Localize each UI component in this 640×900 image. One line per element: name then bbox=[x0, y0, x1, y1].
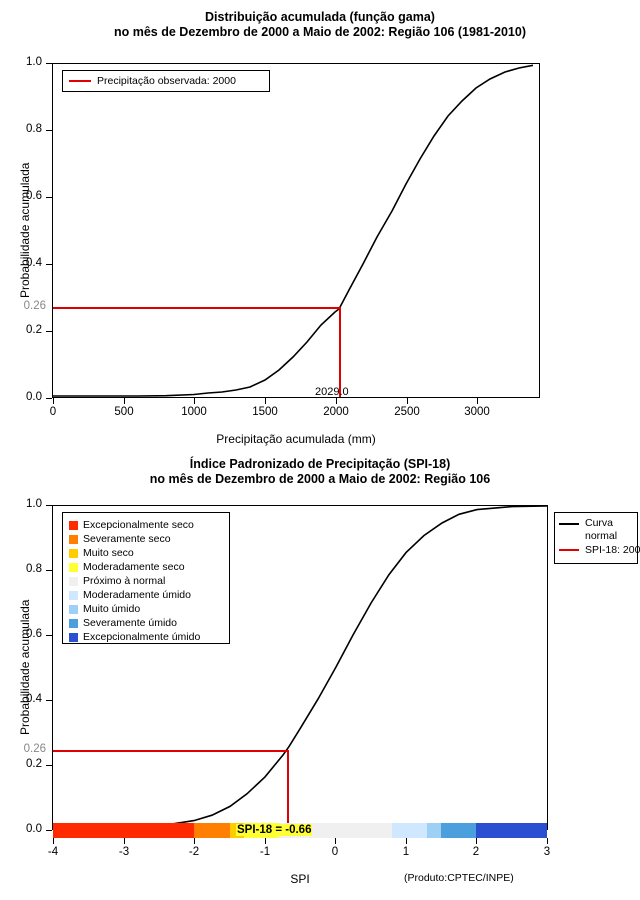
category-color-swatch bbox=[69, 520, 78, 530]
top-xtick-4: 2000 bbox=[323, 406, 349, 418]
category-label: Severamente seco bbox=[83, 532, 171, 545]
legend-item: Severamente úmido bbox=[69, 616, 229, 630]
top-ytick-0: 0.0 bbox=[26, 391, 42, 403]
bottom-ytick-3: 0.6 bbox=[26, 628, 42, 640]
band-excepcionalmente-seco bbox=[53, 823, 194, 838]
top-marker-vertical-line bbox=[339, 307, 341, 397]
spi-category-legend: Excepcionalmente seco Severamente seco M… bbox=[62, 512, 230, 644]
category-label: Excepcionalmente seco bbox=[83, 518, 194, 531]
top-yaxis-label: Probabilidade acumulada bbox=[18, 162, 32, 298]
bottom-yaxis-label: Probabilidade acumulada bbox=[18, 599, 32, 735]
bottom-xtick-6: 2 bbox=[472, 846, 480, 858]
bottom-ytick-1: 0.2 bbox=[26, 758, 42, 770]
category-label: Moderadamente úmido bbox=[83, 588, 191, 601]
bottom-marker-prob-label: 0.26 bbox=[23, 743, 46, 755]
top-marker-prob-label: 0.26 bbox=[23, 300, 46, 312]
top-xtick-5: 2500 bbox=[394, 406, 420, 418]
curve-legend-label-line1: Curva bbox=[585, 517, 614, 529]
legend-item: Próximo à normal bbox=[69, 574, 229, 588]
bottom-chart-title-line1: Índice Padronizado de Precipitação (SPI-… bbox=[189, 457, 451, 471]
top-ytick-1: 0.2 bbox=[26, 324, 42, 336]
category-color-swatch bbox=[69, 548, 78, 558]
top-marker-horizontal-line bbox=[53, 307, 339, 309]
top-xaxis-label: Precipitação acumulada (mm) bbox=[216, 432, 376, 446]
bottom-ytick-0: 0.0 bbox=[26, 823, 42, 835]
legend-item-cont: normal bbox=[559, 530, 637, 543]
bottom-xaxis-label: SPI bbox=[290, 872, 310, 886]
category-color-swatch bbox=[69, 562, 78, 572]
top-xtick-0: 0 bbox=[49, 406, 57, 418]
top-chart-panel: Distribuição acumulada (função gama) no … bbox=[0, 8, 640, 448]
band-excepcionalmente-umido bbox=[476, 823, 547, 838]
product-credit: (Produto:CPTEC/INPE) bbox=[404, 872, 514, 884]
legend-item: Muito úmido bbox=[69, 602, 229, 616]
bottom-chart-panel: Índice Padronizado de Precipitação (SPI-… bbox=[0, 455, 640, 900]
curve-legend-label-line2: normal bbox=[585, 530, 618, 542]
legend-item: Severamente seco bbox=[69, 532, 229, 546]
bottom-marker-vertical-line bbox=[287, 750, 289, 830]
top-ytick-2: 0.4 bbox=[26, 257, 42, 269]
spi-value-label: SPI-18 = -0.66 bbox=[236, 824, 313, 836]
bottom-xtick-3: -1 bbox=[259, 846, 271, 858]
normal-cdf-svg bbox=[53, 506, 547, 829]
bottom-xtick-0: -4 bbox=[47, 846, 59, 858]
observed-precip-line-icon bbox=[69, 80, 91, 82]
top-chart-title: Distribuição acumulada (função gama) no … bbox=[0, 10, 640, 40]
category-color-swatch bbox=[69, 632, 78, 642]
legend-item: Excepcionalmente úmido bbox=[69, 630, 229, 644]
spi-line-icon bbox=[559, 549, 579, 551]
top-xtick-6: 3000 bbox=[464, 406, 490, 418]
category-label: Muito úmido bbox=[83, 602, 141, 615]
top-plot-area bbox=[52, 63, 540, 398]
bottom-xtick-5: 1 bbox=[402, 846, 410, 858]
curve-legend-spi-label: SPI-18: 2000 bbox=[585, 543, 640, 556]
legend-item: SPI-18: 2000 bbox=[559, 543, 640, 557]
category-color-swatch bbox=[69, 618, 78, 628]
top-curve-svg bbox=[53, 64, 534, 397]
category-label: Próximo à normal bbox=[83, 574, 166, 587]
legend-item: Curva bbox=[559, 517, 637, 530]
band-severamente-umido bbox=[441, 823, 476, 838]
legend-item: Moderadamente seco bbox=[69, 560, 229, 574]
gamma-cdf-curve bbox=[53, 64, 534, 397]
top-marker-value-label: 2029.0 bbox=[315, 386, 349, 398]
category-label: Severamente úmido bbox=[83, 616, 177, 629]
top-ytick-5: 1.0 bbox=[26, 56, 42, 68]
top-xtick-2: 1000 bbox=[181, 406, 207, 418]
bottom-ytick-5: 1.0 bbox=[26, 498, 42, 510]
category-color-swatch bbox=[69, 604, 78, 614]
category-label: Excepcionalmente úmido bbox=[83, 630, 201, 643]
top-legend-label: Precipitação observada: 2000 bbox=[97, 74, 236, 87]
top-legend: Precipitação observada: 2000 bbox=[62, 70, 270, 92]
category-color-swatch bbox=[69, 590, 78, 600]
top-chart-title-line1: Distribuição acumulada (função gama) bbox=[205, 10, 435, 24]
band-severamente-seco bbox=[194, 823, 230, 838]
normal-curve-line-icon bbox=[559, 522, 579, 525]
category-color-swatch bbox=[69, 534, 78, 544]
top-xtick-1: 500 bbox=[114, 406, 134, 418]
normal-cdf-curve bbox=[53, 506, 547, 829]
category-label: Moderadamente seco bbox=[83, 560, 185, 573]
category-label: Muito seco bbox=[83, 546, 134, 559]
top-chart-title-line2: no mês de Dezembro de 2000 a Maio de 200… bbox=[114, 25, 526, 39]
top-xtick-3: 1500 bbox=[252, 406, 278, 418]
legend-item: Excepcionalmente seco bbox=[69, 518, 229, 532]
legend-item: Muito seco bbox=[69, 546, 229, 560]
top-ytick-4: 0.8 bbox=[26, 123, 42, 135]
bottom-chart-title: Índice Padronizado de Precipitação (SPI-… bbox=[0, 457, 640, 487]
bottom-xtick-1: -3 bbox=[118, 846, 130, 858]
top-ytick-3: 0.6 bbox=[26, 190, 42, 202]
band-muito-umido bbox=[427, 823, 441, 838]
bottom-ytick-2: 0.4 bbox=[26, 693, 42, 705]
bottom-xtick-7: 3 bbox=[543, 846, 551, 858]
curve-legend: Curva normal SPI-18: 2000 bbox=[554, 512, 640, 564]
band-moderadamente-umido bbox=[392, 823, 427, 838]
bottom-marker-horizontal-line bbox=[53, 750, 287, 752]
bottom-xtick-4: 0 bbox=[331, 846, 339, 858]
bottom-xtick-2: -2 bbox=[188, 846, 200, 858]
legend-item: Moderadamente úmido bbox=[69, 588, 229, 602]
bottom-ytick-4: 0.8 bbox=[26, 563, 42, 575]
bottom-chart-title-line2: no mês de Dezembro de 2000 a Maio de 200… bbox=[149, 472, 491, 486]
category-color-swatch bbox=[69, 576, 78, 586]
